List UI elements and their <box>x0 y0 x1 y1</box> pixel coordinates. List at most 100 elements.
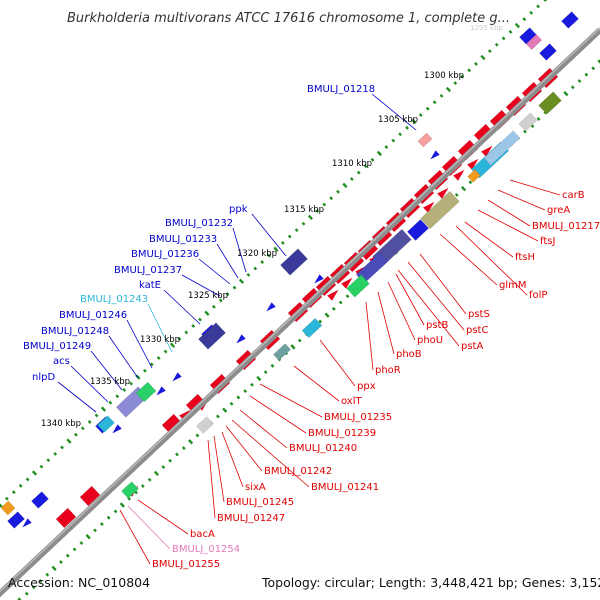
ruler-label-1330: 1330 kbp <box>140 335 180 345</box>
gene-label-BMULJ_01239[interactable]: BMULJ_01239 <box>308 428 376 439</box>
tick-mark-outer <box>301 221 306 226</box>
leader-ppk <box>251 213 287 257</box>
forward-arrow-3 <box>437 187 449 199</box>
gene-label-BMULJ_01249[interactable]: BMULJ_01249 <box>23 341 91 352</box>
gene-label-oxlT[interactable]: oxlT <box>341 396 363 407</box>
gene-label-phoR[interactable]: phoR <box>375 365 401 376</box>
forward-gene-24 <box>55 507 77 529</box>
gene-label-carB[interactable]: carB <box>562 190 585 201</box>
tick-mark-inner <box>318 319 323 324</box>
gene-label-BMULJ_01245[interactable]: BMULJ_01245 <box>226 497 294 508</box>
gene-label-ftsJ[interactable]: ftsJ <box>540 236 555 247</box>
tick-mark-outer <box>439 93 444 98</box>
tick-mark-inner <box>536 117 541 121</box>
gene-label-BMULJ_01254[interactable]: BMULJ_01254 <box>172 544 240 555</box>
leader-phoR <box>365 301 374 371</box>
gene-label-BMULJ_01232[interactable]: BMULJ_01232 <box>165 218 233 229</box>
tick-mark-outer <box>460 74 465 79</box>
forward-arrow-4 <box>423 201 435 213</box>
tick-mark-outer <box>336 189 340 194</box>
tick-mark-inner <box>523 129 527 134</box>
tick-mark-outer <box>11 490 16 495</box>
gene-label-ftsH[interactable]: ftsH <box>515 252 535 263</box>
tick-mark-inner <box>460 185 467 192</box>
tick-mark-inner <box>270 363 275 368</box>
leader-carB <box>509 179 561 196</box>
gene-label-acs[interactable]: acs <box>53 356 70 367</box>
tick-mark-outer <box>467 68 472 73</box>
gene-label-sixA[interactable]: sixA <box>245 482 266 493</box>
tick-mark-outer <box>315 209 320 213</box>
gene-label-BMULJ_01241[interactable]: BMULJ_01241 <box>311 482 379 493</box>
gene-label-pstS[interactable]: pstS <box>468 309 490 320</box>
tick-mark-inner <box>79 541 84 545</box>
leader-ppx <box>319 339 356 387</box>
gene-label-bacA[interactable]: bacA <box>190 529 215 540</box>
gene-label-BMULJ_01255[interactable]: BMULJ_01255 <box>152 559 220 570</box>
tick-mark-inner <box>93 528 97 533</box>
reverse-gene-7 <box>31 491 49 509</box>
gene-label-glmM[interactable]: glmM <box>499 280 527 291</box>
operon-olive-1 <box>420 190 460 230</box>
gene-label-BMULJ_01233[interactable]: BMULJ_01233 <box>149 234 217 245</box>
gene-label-BMULJ_01247[interactable]: BMULJ_01247 <box>217 513 285 524</box>
gene-label-BMULJ_01240[interactable]: BMULJ_01240 <box>289 443 357 454</box>
tick-mark-outer <box>108 400 113 405</box>
gene-label-phoB[interactable]: phoB <box>396 349 422 360</box>
tick-mark-inner <box>256 375 262 382</box>
tick-mark-outer <box>445 86 452 93</box>
operon-blue-light-1 <box>483 130 521 166</box>
gene-label-katE[interactable]: katE <box>139 280 161 291</box>
reverse-arrow-7 <box>22 518 32 528</box>
tick-mark-outer <box>329 196 334 201</box>
tick-mark-outer <box>156 356 161 360</box>
operon-orange-2 <box>0 500 16 516</box>
gene-label-nlpD[interactable]: nlpD <box>32 372 55 383</box>
leader-pstA <box>397 269 460 347</box>
gene-label-BMULJ_01235[interactable]: BMULJ_01235 <box>324 412 392 423</box>
reverse-arrow-2 <box>266 302 276 312</box>
gene-label-pstB[interactable]: pstB <box>426 320 448 331</box>
leader-BMULJ_01241 <box>231 419 310 488</box>
leader-bacA <box>137 499 189 535</box>
gene-label-BMULJ_01217[interactable]: BMULJ_01217 <box>532 221 600 232</box>
leader-ftsH <box>464 221 514 258</box>
gene-label-ppk[interactable]: ppk <box>229 204 248 215</box>
ruler-label-1300: 1300 kbp <box>424 71 464 81</box>
gene-label-greA[interactable]: greA <box>547 205 570 216</box>
tick-mark-outer <box>398 132 403 137</box>
tick-mark-inner <box>243 389 248 394</box>
tick-mark-outer <box>18 483 23 488</box>
gene-label-folP[interactable]: folP <box>529 290 547 301</box>
tick-mark-outer <box>25 477 30 482</box>
gene-label-pstA[interactable]: pstA <box>461 341 483 352</box>
tick-mark-inner <box>99 522 104 526</box>
tick-mark-inner <box>338 300 343 305</box>
tick-mark-outer <box>514 22 520 29</box>
gene-label-BMULJ_01246[interactable]: BMULJ_01246 <box>59 310 127 321</box>
tick-mark-inner <box>24 591 29 596</box>
gene-label-BMULJ_01243[interactable]: BMULJ_01243 <box>80 294 148 305</box>
tick-mark-outer <box>273 246 279 252</box>
tick-mark-inner <box>215 414 220 419</box>
reverse-gene-1 <box>539 43 557 61</box>
tick-mark-outer <box>142 368 147 373</box>
tick-mark-outer <box>280 240 285 245</box>
gene-label-BMULJ_01237[interactable]: BMULJ_01237 <box>114 265 182 276</box>
tick-mark-inner <box>468 180 473 185</box>
gene-label-BMULJ_01218[interactable]: BMULJ_01218 <box>307 84 375 95</box>
gene-label-pstC[interactable]: pstC <box>466 325 488 336</box>
tick-mark-inner <box>72 547 77 552</box>
gene-label-BMULJ_01242[interactable]: BMULJ_01242 <box>264 466 332 477</box>
tick-mark-inner <box>175 452 179 457</box>
tick-mark-outer <box>405 125 409 130</box>
leader-BMULJ_01245 <box>213 435 225 503</box>
tick-mark-outer <box>80 426 85 431</box>
gene-label-ppx[interactable]: ppx <box>357 381 376 392</box>
reverse-arrow-6 <box>112 424 122 434</box>
gene-label-BMULJ_01236[interactable]: BMULJ_01236 <box>131 249 199 260</box>
gene-label-phoU[interactable]: phoU <box>417 335 443 346</box>
gene-label-BMULJ_01248[interactable]: BMULJ_01248 <box>41 326 109 337</box>
ruler-label-faint: 1295 kbp <box>470 24 504 32</box>
tick-mark-inner <box>188 439 194 445</box>
